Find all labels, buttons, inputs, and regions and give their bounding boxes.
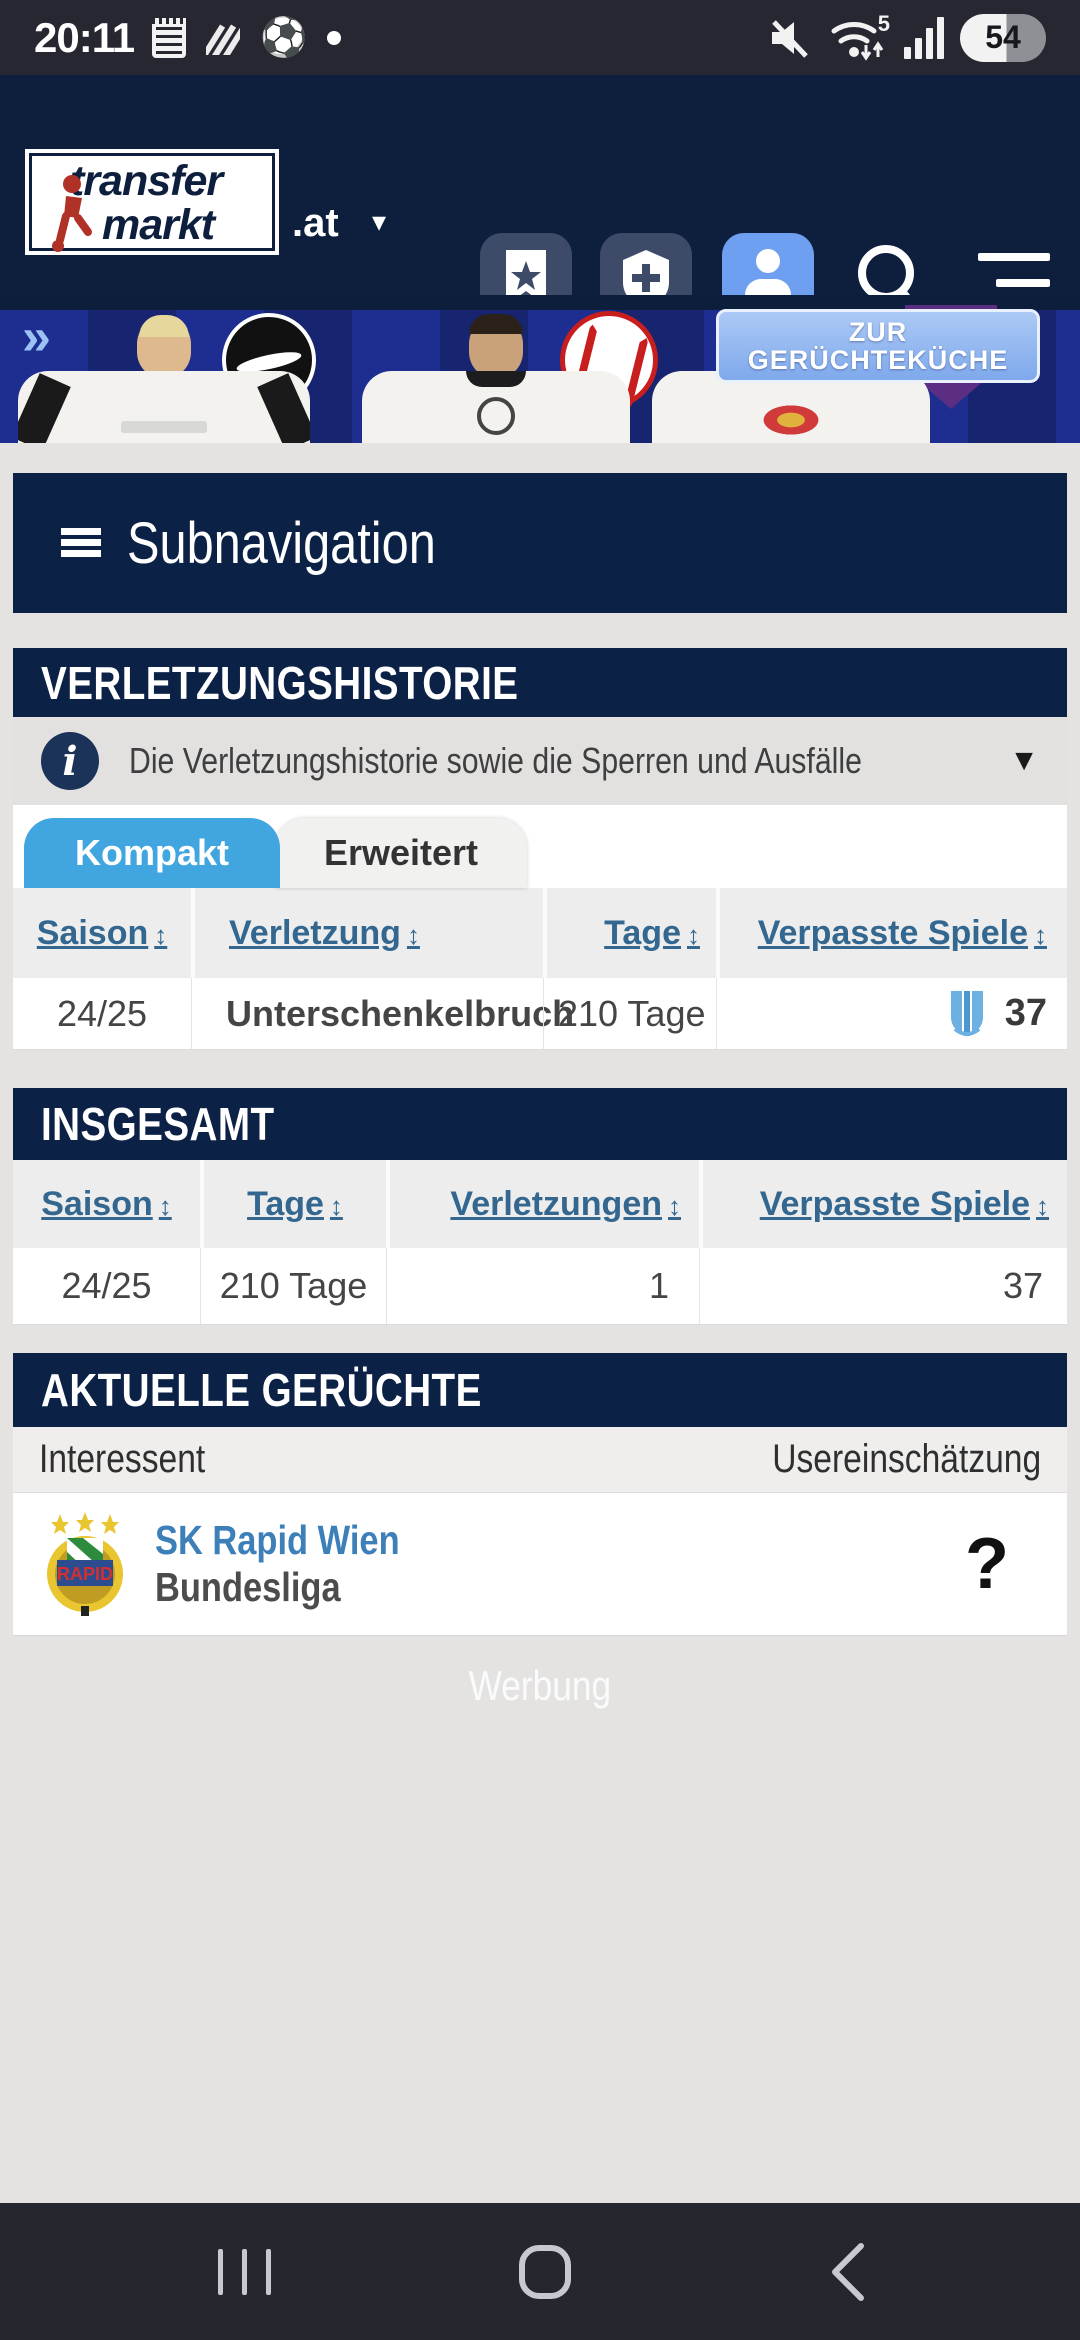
sort-icon: ↕: [687, 919, 700, 950]
app-header: transfer markt .at ▾: [0, 75, 1080, 325]
sort-header-tage[interactable]: Tage ↕: [543, 888, 716, 978]
clock: 20:11: [34, 13, 135, 61]
recents-button[interactable]: [174, 2203, 314, 2340]
sort-icon: ↕: [329, 1190, 343, 1221]
banner-top-strip: [0, 295, 1080, 310]
cta-line-1: ZUR: [848, 316, 908, 347]
rumour-row[interactable]: RAPID SK Rapid Wien Bundesliga ?: [13, 1493, 1067, 1636]
rumours-title: AKTUELLE GERÜCHTE: [41, 1364, 482, 1416]
tab-erweitert[interactable]: Erweitert: [275, 818, 527, 888]
sort-icon: ↕: [668, 1190, 681, 1221]
double-chevron-icon: »: [22, 308, 51, 366]
sort-header-saison[interactable]: Saison ↕: [41, 1184, 172, 1223]
battery-indicator: 54: [960, 13, 1046, 62]
calendar-notification-icon: [152, 17, 187, 58]
total-title: INSGESAMT: [41, 1098, 275, 1150]
sort-header-tage[interactable]: Tage ↕: [200, 1160, 386, 1248]
slashes-notification-icon: [206, 21, 241, 55]
cell-verpasste-spiele: 37: [716, 978, 1067, 1049]
sort-header-saison[interactable]: Saison ↕: [36, 913, 168, 952]
player-figure-1: [18, 315, 310, 443]
sort-icon: ↕: [158, 1190, 172, 1221]
column-interessent: Interessent: [39, 1437, 206, 1481]
subnavigation-bar[interactable]: Subnavigation: [13, 473, 1067, 613]
soccer-ball-notification-icon: ⚽: [260, 16, 308, 59]
total-table: Saison ↕ Tage ↕ Verletzungen ↕ Verpasste Sp…: [13, 1160, 1067, 1325]
sort-header-verpasste-spiele[interactable]: Verpasste Spiele ↕: [699, 1160, 1067, 1248]
injury-notice-text: Die Verletzungshistorie sowie die Sperre…: [129, 740, 868, 781]
injury-table-row: 24/25 Unterschenkelbruch 210 Tage 37: [13, 978, 1067, 1050]
club-link[interactable]: SK Rapid Wien: [155, 1516, 400, 1563]
status-bar: 20:11 ⚽ 5: [0, 0, 1080, 75]
rumours-column-header: Interessent Usereinschätzung: [13, 1427, 1067, 1493]
rumour-mill-ad-banner[interactable]: » ZUR GERÜCHTEKÜCHE: [0, 295, 1080, 443]
notice-expand-icon[interactable]: ▼: [1009, 744, 1039, 777]
logo-text-bottom: markt: [102, 201, 215, 249]
info-icon: i: [41, 732, 99, 790]
sort-icon: ↕: [1034, 919, 1047, 950]
cell-verpasste-spiele: 37: [699, 1248, 1067, 1324]
shield-plus-icon: [623, 250, 669, 308]
wifi-icon: 5: [830, 11, 890, 61]
injury-notice[interactable]: i Die Verletzungshistorie sowie die Sper…: [13, 717, 1067, 805]
tab-kompakt[interactable]: Kompakt: [24, 818, 280, 888]
player-figure-2: [362, 314, 630, 443]
home-icon: [519, 2244, 571, 2299]
svg-text:RAPID: RAPID: [57, 1564, 113, 1584]
android-navigation-bar: [0, 2203, 1080, 2340]
cell-tage: 210 Tage: [543, 978, 716, 1049]
rumour-mill-cta-button[interactable]: ZUR GERÜCHTEKÜCHE: [716, 309, 1040, 383]
cell-saison: 24/25: [56, 992, 148, 1034]
notification-dot-icon: [327, 30, 342, 45]
cell-tage: 210 Tage: [200, 1248, 386, 1324]
injury-history-section-header: VERLETZUNGSHISTORIE: [13, 648, 1067, 717]
cell-verletzung: Unterschenkelbruch: [191, 978, 574, 1049]
sort-header-verletzung[interactable]: Verletzung ↕: [191, 888, 543, 978]
rapid-wien-crest-icon[interactable]: RAPID: [43, 1512, 127, 1616]
sort-icon: ↕: [154, 919, 168, 950]
malmo-club-crest-icon[interactable]: [947, 989, 987, 1039]
injury-table-header: Saison ↕ Verletzung ↕ Tage ↕ Verpasste Spie…: [13, 888, 1067, 978]
sort-header-verletzungen[interactable]: Verletzungen ↕: [386, 1160, 699, 1248]
user-rating-question-mark: ?: [965, 1524, 1009, 1604]
home-button[interactable]: [475, 2203, 615, 2340]
back-chevron-icon: [832, 2242, 864, 2301]
subnav-label: Subnavigation: [127, 510, 436, 576]
recents-icon: [217, 2248, 271, 2295]
logo-text-top: transfer: [70, 157, 223, 205]
missed-games-count: 37: [1004, 992, 1047, 1034]
injury-history-title: VERLETZUNGSHISTORIE: [41, 656, 519, 709]
sort-header-verpasste-spiele[interactable]: Verpasste Spiele ↕: [716, 888, 1067, 978]
cta-line-2: GERÜCHTEKÜCHE: [747, 345, 1009, 375]
transfermarkt-logo[interactable]: transfer markt: [29, 153, 275, 252]
bookmark-star-icon: [506, 250, 546, 306]
total-section-header: INSGESAMT: [13, 1088, 1067, 1160]
column-usereinschaetzung: Usereinschätzung: [772, 1437, 1041, 1481]
mute-icon: [772, 19, 808, 58]
cell-saison: 24/25: [61, 1265, 152, 1306]
cell-verletzungen: 1: [386, 1248, 699, 1324]
domain-label[interactable]: .at: [292, 201, 339, 245]
rumours-section-header: AKTUELLE GERÜCHTE: [13, 1353, 1067, 1427]
domain-caret-icon[interactable]: ▾: [372, 206, 387, 237]
total-table-header: Saison ↕ Tage ↕ Verletzungen ↕ Verpasste Sp…: [13, 1160, 1067, 1248]
back-button[interactable]: [778, 2203, 918, 2340]
injury-history-table: Saison ↕ Verletzung ↕ Tage ↕ Verpasste Spie…: [13, 888, 1067, 1050]
total-table-row: 24/25 210 Tage 1 37: [13, 1248, 1067, 1325]
subnav-menu-icon: [61, 528, 101, 558]
ad-placeholder-label: Werbung: [468, 1662, 612, 1709]
logo-player-icon: [52, 175, 92, 252]
league-name: Bundesliga: [155, 1564, 341, 1610]
sort-icon: ↕: [1036, 1190, 1049, 1221]
signal-strength-icon: [904, 16, 944, 59]
sort-icon: ↕: [406, 919, 420, 950]
injury-view-tabs: Kompakt Erweitert: [13, 805, 1067, 888]
